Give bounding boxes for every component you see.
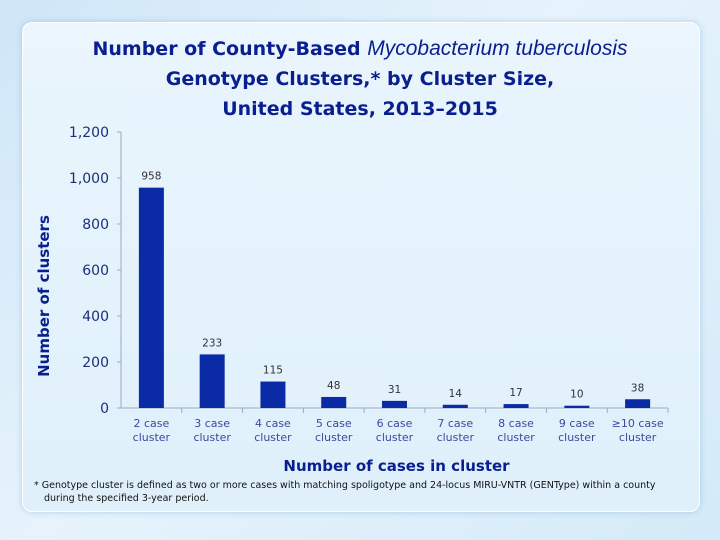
x-tick-label: cluster <box>497 431 535 444</box>
data-label: 10 <box>570 389 583 401</box>
y-tick-label: 600 <box>82 263 109 279</box>
bar <box>625 399 651 408</box>
bar <box>382 400 407 408</box>
title-line-1: Number of County-Based Mycobacterium tub… <box>22 34 698 64</box>
bar <box>442 404 468 408</box>
x-tick-label: 7 case <box>437 417 473 430</box>
bar <box>138 187 164 408</box>
y-tick-label: 1,000 <box>69 171 109 187</box>
data-label: 115 <box>263 365 283 377</box>
data-label: 958 <box>141 171 161 183</box>
x-tick-label: 8 case <box>498 417 534 430</box>
y-tick-label: 400 <box>82 309 109 325</box>
y-tick-label: 1,200 <box>69 125 109 141</box>
x-tick-label: cluster <box>619 431 657 444</box>
slide-panel <box>22 22 700 512</box>
x-tick-label: 4 case <box>255 417 291 430</box>
x-tick-label: cluster <box>558 431 596 444</box>
y-tick-label: 200 <box>82 355 109 371</box>
data-label: 31 <box>388 384 401 396</box>
footnote-line-1: * Genotype cluster is defined as two or … <box>34 480 656 491</box>
y-axis-title: Number of clusters <box>35 215 53 377</box>
x-tick-label: cluster <box>437 431 475 444</box>
title-line-1-italic: Mycobacterium tuberculosis <box>367 37 628 60</box>
x-tick-label: 9 case <box>559 417 595 430</box>
x-tick-label: cluster <box>133 431 171 444</box>
x-tick-label: 5 case <box>316 417 352 430</box>
footnote: * Genotype cluster is defined as two or … <box>34 479 674 505</box>
bar <box>503 404 529 408</box>
data-label: 38 <box>631 382 644 394</box>
data-label: 17 <box>509 387 522 399</box>
data-label: 233 <box>202 337 222 349</box>
x-tick-label: 2 case <box>133 417 169 430</box>
title-line-2: Genotype Clusters,* by Cluster Size, <box>165 68 555 90</box>
footnote-line-2: during the specified 3-year period. <box>44 493 209 504</box>
x-axis-title: Number of cases in cluster <box>283 457 510 475</box>
x-tick-label: cluster <box>315 431 353 444</box>
x-tick-label: cluster <box>254 431 292 444</box>
x-tick-label: cluster <box>193 431 231 444</box>
x-tick-label: cluster <box>376 431 414 444</box>
bar <box>564 405 590 408</box>
x-tick-label: 6 case <box>377 417 413 430</box>
data-label: 14 <box>449 388 463 400</box>
bar <box>199 354 225 408</box>
data-label: 48 <box>327 380 340 392</box>
x-tick-label: ≥10 case <box>612 417 664 430</box>
title-line-3: United States, 2013–2015 <box>222 98 498 120</box>
x-tick-label: 3 case <box>194 417 230 430</box>
chart-title: Number of County-Based Mycobacterium tub… <box>22 34 698 124</box>
bar <box>260 381 286 408</box>
y-tick-label: 0 <box>100 401 109 417</box>
y-tick-label: 800 <box>82 217 109 233</box>
title-line-1-prefix: Number of County-Based <box>92 38 368 60</box>
bar <box>321 396 347 408</box>
